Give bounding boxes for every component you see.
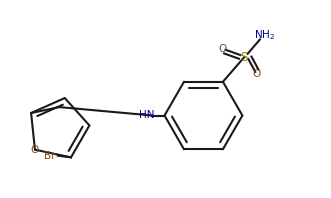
- Text: Br: Br: [44, 151, 55, 161]
- Text: NH$_2$: NH$_2$: [254, 29, 275, 43]
- Text: O: O: [31, 145, 39, 155]
- Text: S: S: [241, 50, 248, 64]
- Text: O: O: [219, 44, 227, 54]
- Text: HN: HN: [139, 110, 154, 121]
- Text: O: O: [253, 69, 261, 79]
